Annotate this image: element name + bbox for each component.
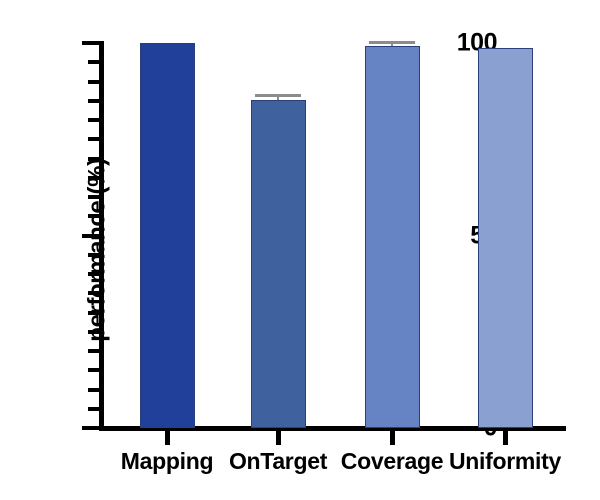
y-axis-minor-tick: [88, 195, 99, 199]
x-axis-line: [99, 426, 566, 431]
y-axis-minor-tick: [88, 272, 99, 276]
error-bar-cap: [254, 93, 302, 97]
bar: [477, 48, 533, 428]
y-axis-minor-tick: [88, 60, 99, 65]
x-axis-tick: [390, 431, 395, 445]
y-axis-minor-tick: [88, 175, 99, 180]
y-axis-minor-tick: [88, 98, 99, 103]
x-axis-tick: [503, 431, 508, 445]
x-axis-tick-label: OnTarget: [228, 448, 328, 474]
y-axis-ticks: [0, 0, 99, 500]
y-axis-minor-tick: [88, 291, 99, 296]
bar: [250, 99, 306, 428]
y-axis-line: [99, 41, 104, 430]
bar: [364, 45, 420, 428]
y-axis-minor-tick: [88, 252, 99, 257]
y-axis-minor-tick: [88, 214, 99, 219]
y-axis-minor-tick: [88, 329, 99, 334]
x-axis-tick-label: Mapping: [120, 448, 214, 474]
y-axis-minor-tick: [88, 406, 99, 411]
error-bar-stem: [391, 43, 393, 46]
y-axis-minor-tick: [88, 79, 99, 84]
plot-area: [103, 40, 565, 428]
error-bar-cap: [368, 40, 416, 44]
y-axis-minor-tick: [88, 156, 99, 161]
y-axis-major-tick: [82, 41, 99, 45]
error-bar-stem: [277, 96, 279, 100]
y-axis-minor-tick: [88, 118, 99, 122]
y-axis-minor-tick: [88, 349, 99, 353]
y-axis-minor-tick: [88, 387, 99, 392]
bar: [139, 43, 195, 428]
x-axis-tick-label: Uniformity: [448, 448, 562, 474]
y-axis-minor-tick: [88, 137, 99, 142]
x-axis-tick: [165, 431, 170, 445]
y-axis-minor-tick: [88, 310, 99, 315]
y-axis-minor-tick: [88, 368, 99, 373]
y-axis-major-tick: [82, 426, 99, 430]
x-axis-tick-label: Coverage: [340, 448, 444, 474]
y-axis-major-tick: [82, 233, 99, 238]
x-axis-tick: [276, 431, 281, 445]
